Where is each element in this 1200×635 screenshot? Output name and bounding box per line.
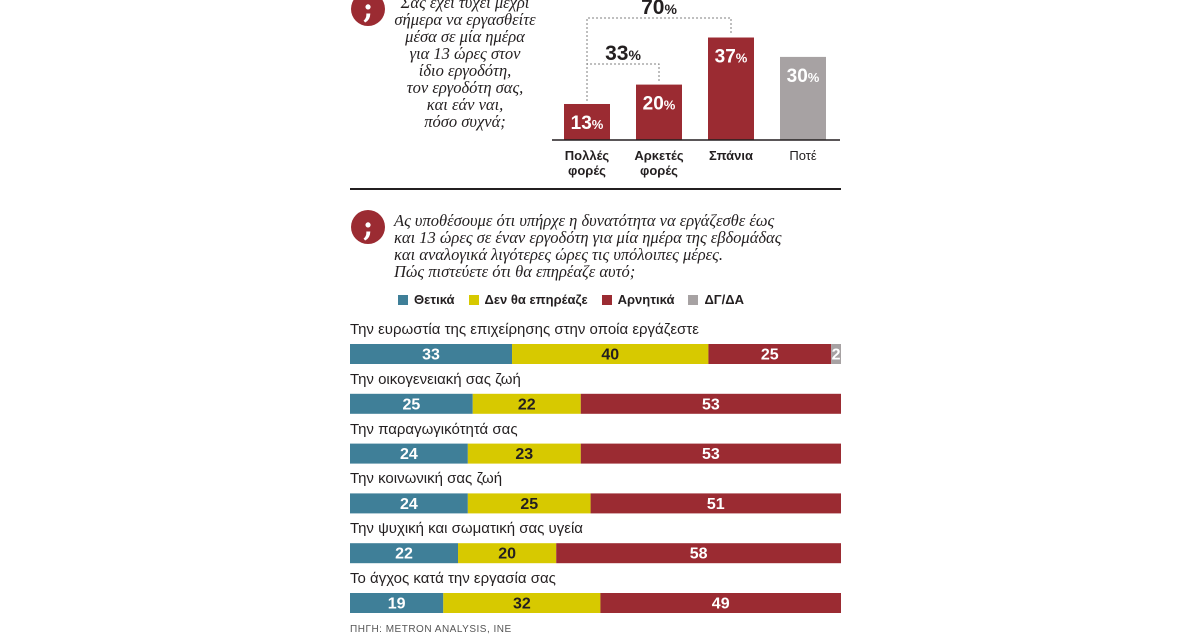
stack-segment bbox=[590, 493, 841, 514]
stack-segment bbox=[580, 443, 841, 464]
category-label-line2: φορές bbox=[568, 163, 606, 178]
stack-segment bbox=[350, 493, 468, 514]
legend-item: Αρνητικά bbox=[601, 292, 675, 307]
legend-swatch bbox=[468, 294, 479, 305]
stack-segment bbox=[350, 443, 468, 464]
stack-segment bbox=[350, 593, 444, 613]
row-label: Την ψυχική και σωματική σας υγεία bbox=[350, 520, 583, 538]
segment-value-label: 19 bbox=[388, 596, 406, 613]
segment-value-label: 24 bbox=[400, 446, 418, 463]
segment-value-label: 49 bbox=[712, 596, 730, 613]
row-label: Την παραγωγικότητά σας bbox=[350, 420, 518, 438]
bar-value-label: 30% bbox=[787, 66, 820, 87]
segment-value-label: 51 bbox=[707, 496, 725, 513]
segment-value-label: 25 bbox=[761, 347, 779, 364]
bar-4 bbox=[780, 56, 826, 140]
stack-segment bbox=[467, 493, 591, 514]
row-label: Την κοινωνική σας ζωή bbox=[350, 470, 503, 488]
segment-value-label: 40 bbox=[601, 347, 619, 364]
bar-value-label: 20% bbox=[643, 94, 676, 115]
bar-1 bbox=[564, 103, 610, 140]
stack-segment bbox=[708, 344, 832, 364]
segment-value-label: 25 bbox=[520, 496, 538, 513]
category-label-line2: φορές bbox=[640, 163, 678, 178]
stack-segment bbox=[467, 443, 581, 464]
category-label: Σπάνια bbox=[709, 148, 753, 163]
category-label: Ποτέ bbox=[789, 148, 817, 163]
legend-swatch bbox=[688, 294, 699, 305]
bar-value-label: 13% bbox=[571, 113, 604, 134]
segment-value-label: 24 bbox=[400, 496, 418, 513]
segment-value-label: 20 bbox=[498, 546, 516, 563]
legend-label: ΔΓ/ΔΑ bbox=[704, 292, 744, 307]
stack-segment bbox=[458, 543, 557, 564]
segment-value-label: 53 bbox=[702, 396, 720, 413]
chart-legend: Θετικά Δεν θα επηρέαζε Αρνητικά ΔΓ/ΔΑ bbox=[398, 292, 744, 307]
section-divider bbox=[350, 188, 841, 190]
segment-value-label: 53 bbox=[702, 446, 720, 463]
stack-segment bbox=[350, 344, 513, 364]
legend-label: Αρνητικά bbox=[617, 292, 675, 307]
legend-item: ΔΓ/ΔΑ bbox=[688, 292, 744, 307]
segment-value-label: 33 bbox=[422, 347, 440, 364]
stack-segment bbox=[831, 344, 841, 364]
segment-value-label: 32 bbox=[513, 596, 531, 613]
group-total-label: 70% bbox=[641, 0, 677, 19]
group-total-label: 33% bbox=[605, 42, 641, 65]
question-2-text: Ας υποθέσουμε ότι υπήρχε η δυνατότητα να… bbox=[394, 211, 782, 281]
category-label: Αρκετές bbox=[634, 148, 684, 163]
bar-3 bbox=[708, 37, 754, 141]
stack-segment bbox=[556, 543, 841, 564]
row-label: Την ευρωστία της επιχείρησης στην οποία … bbox=[350, 321, 699, 338]
bar-2 bbox=[636, 84, 682, 140]
stack-segment bbox=[472, 393, 581, 414]
stack-segment bbox=[350, 543, 459, 564]
segment-value-label: 22 bbox=[518, 396, 536, 413]
vertical-bar-chart: 13%Πολλέςφορές20%Αρκετέςφορές37%Σπάνια30… bbox=[552, 0, 840, 178]
stack-segment bbox=[600, 593, 841, 613]
row-label: Την οικογενειακή σας ζωή bbox=[350, 370, 521, 388]
stack-segment bbox=[580, 393, 841, 414]
legend-item: Δεν θα επηρέαζε bbox=[468, 292, 588, 307]
question-icon-2: ; bbox=[351, 210, 385, 244]
group-bracket bbox=[586, 17, 732, 101]
segment-value-label: 2 bbox=[832, 347, 841, 364]
legend-swatch bbox=[601, 294, 612, 305]
group-bracket bbox=[586, 63, 660, 101]
segment-value-label: 25 bbox=[402, 396, 420, 413]
bar-value-label: 37% bbox=[715, 47, 748, 68]
question-icon-1: ; bbox=[351, 0, 385, 26]
stack-segment bbox=[443, 593, 601, 613]
question-1-text: Σας έχει τύχει μέχρι σήμερα να εργασθείτ… bbox=[394, 0, 536, 131]
legend-label: Δεν θα επηρέαζε bbox=[484, 292, 588, 307]
segment-value-label: 23 bbox=[515, 446, 533, 463]
segment-value-label: 58 bbox=[690, 546, 708, 563]
legend-swatch bbox=[398, 294, 408, 305]
stack-segment bbox=[350, 393, 473, 414]
segment-value-label: 22 bbox=[395, 546, 413, 563]
legend-item: Θετικά bbox=[398, 292, 455, 307]
row-label: Το άγχος κατά την εργασία σας bbox=[350, 570, 556, 587]
category-label: Πολλές bbox=[565, 148, 610, 163]
stack-segment bbox=[512, 344, 709, 364]
legend-label: Θετικά bbox=[414, 292, 455, 307]
